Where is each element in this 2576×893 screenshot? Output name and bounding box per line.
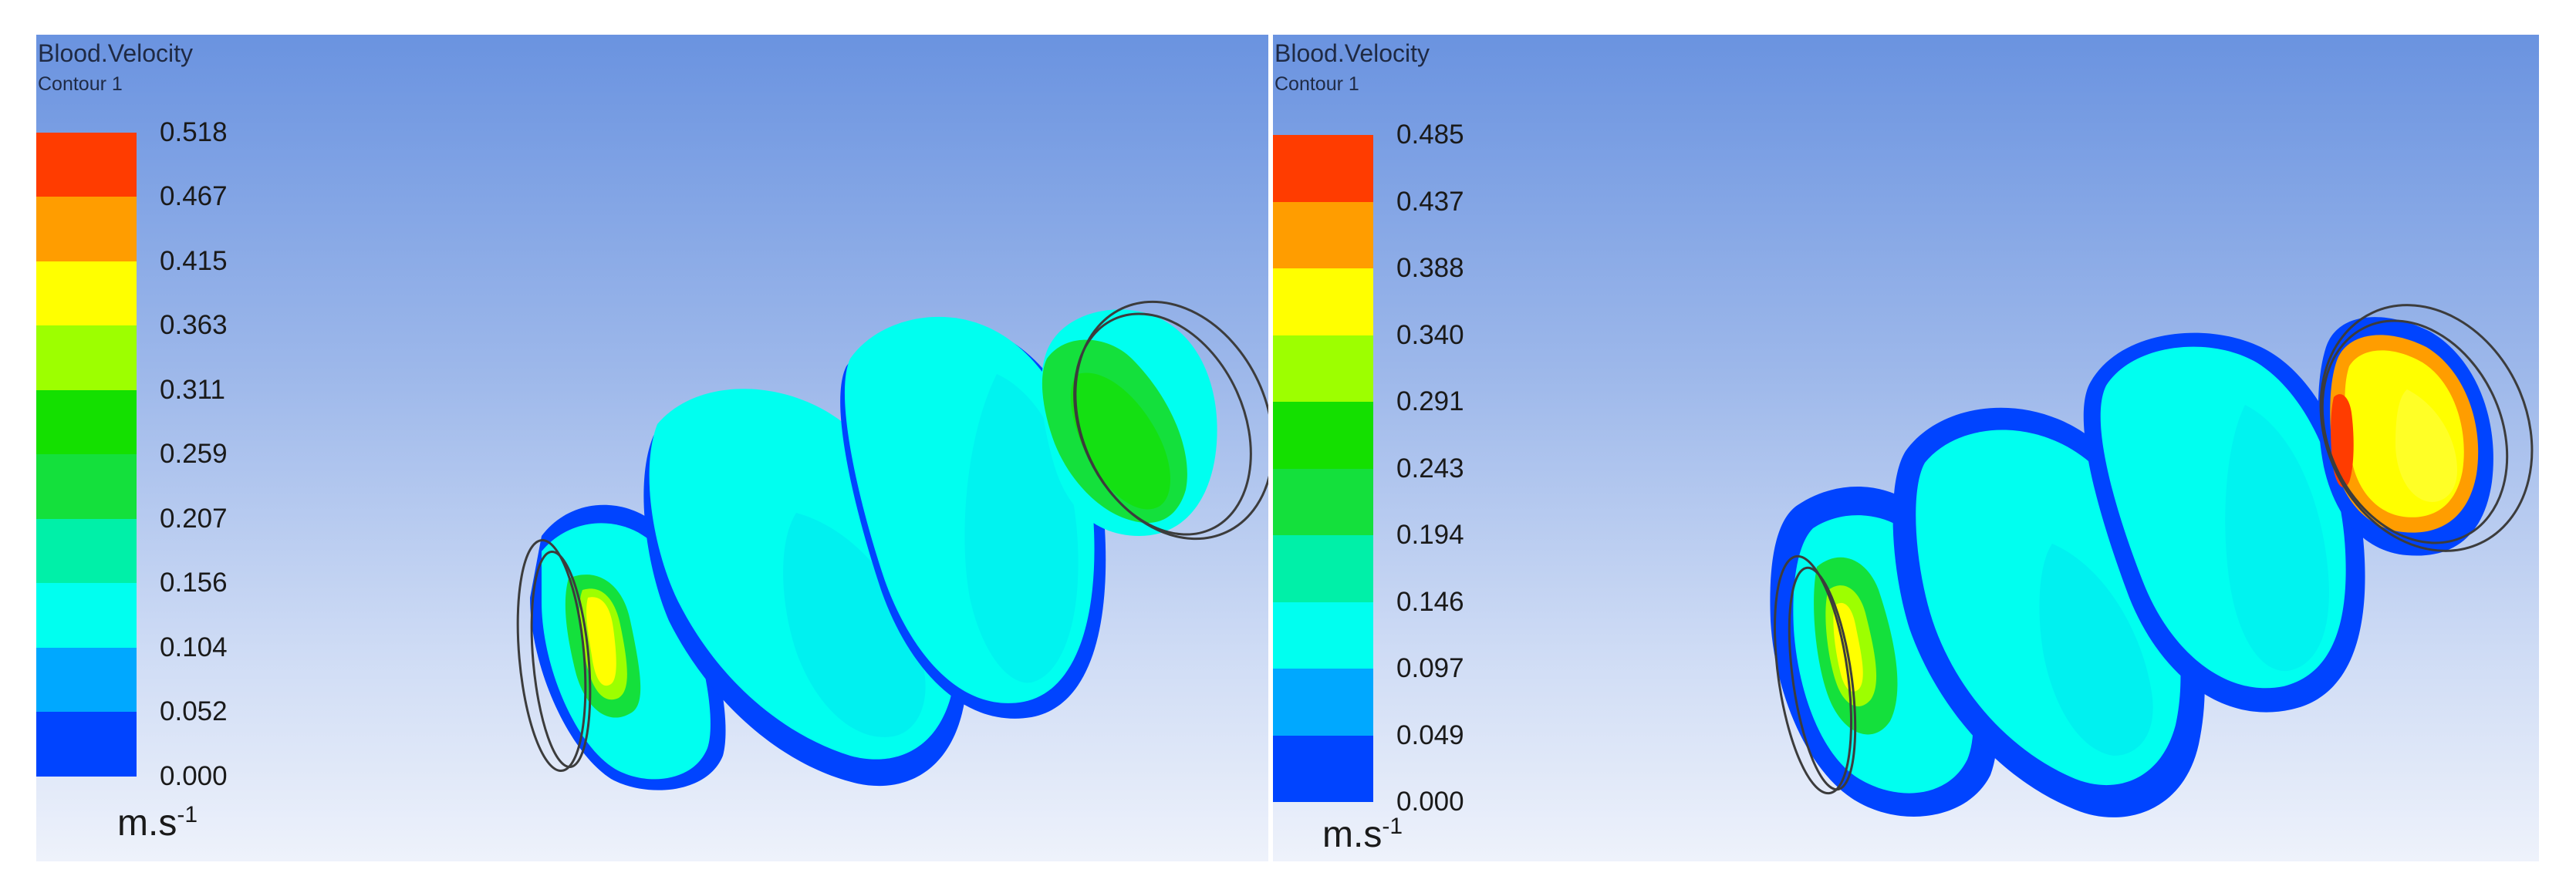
legend-label: 0.104 [160,632,228,662]
legend-label: 0.291 [1396,386,1464,416]
segment-3 [2083,332,2365,713]
legend-label: 0.415 [160,246,228,276]
legend-band [1273,268,1373,335]
legend-band [36,712,137,777]
contour-panel-right: Blood.Velocity Contour 1 0.485 0.437 0.3… [1273,35,2539,861]
legend-label: 0.340 [1396,320,1464,350]
legend-band [1273,669,1373,736]
legend-label: 0.518 [160,117,228,147]
legend-label: 0.097 [1396,653,1464,683]
legend-band [36,325,137,390]
contour-panel-left: Blood.Velocity Contour 1 0.518 0.467 0.4… [36,35,1268,861]
unit-label: m.s-1 [117,802,198,844]
legend-band [36,583,137,648]
legend-band [36,454,137,519]
vessel-contour-model [1770,304,2534,817]
legend-label: 0.467 [160,181,228,211]
legend-band [36,133,137,197]
legend-label: 0.052 [160,696,228,726]
legend-label: 0.049 [1396,720,1464,750]
legend-band [36,261,137,325]
legend-label: 0.363 [160,310,228,340]
legend-band [1273,736,1373,802]
legend-band [36,519,137,583]
legend-subtitle: Contour 1 [1274,73,1359,95]
legend-band [1273,402,1373,469]
legend-label: 0.437 [1396,187,1464,217]
legend-band [1273,469,1373,535]
legend-label: 0.485 [1396,120,1464,150]
legend-title: Blood.Velocity [1274,39,1430,67]
legend-band [1273,602,1373,669]
legend-band [1273,135,1373,202]
unit-label: m.s-1 [1322,814,1403,855]
legend-band [36,390,137,454]
legend-label: 0.207 [160,504,228,534]
segment-4 [2318,317,2493,556]
legend-label: 0.311 [160,375,225,405]
legend-label: 0.000 [160,761,228,791]
legend-band [36,648,137,712]
legend-title: Blood.Velocity [38,39,194,67]
legend-band [36,197,137,261]
vessel-contour-model [516,300,1268,790]
legend-label: 0.000 [1396,787,1464,817]
inlet-outline [516,539,592,772]
legend-subtitle: Contour 1 [38,73,123,95]
legend-label: 0.388 [1396,253,1464,283]
legend-label: 0.243 [1396,453,1464,484]
inlet-outline [1773,554,1857,795]
legend-band [1273,202,1373,268]
segment-3 [840,316,1106,719]
legend-label: 0.146 [1396,587,1464,617]
legend-band [1273,335,1373,402]
legend-label: 0.194 [1396,520,1464,550]
legend-label: 0.156 [160,568,228,598]
outlet-outline [1073,300,1268,541]
segment-4 [1041,309,1217,536]
legend-label: 0.259 [160,439,228,469]
legend-band [1273,535,1373,602]
outlet-outline [2319,304,2534,552]
